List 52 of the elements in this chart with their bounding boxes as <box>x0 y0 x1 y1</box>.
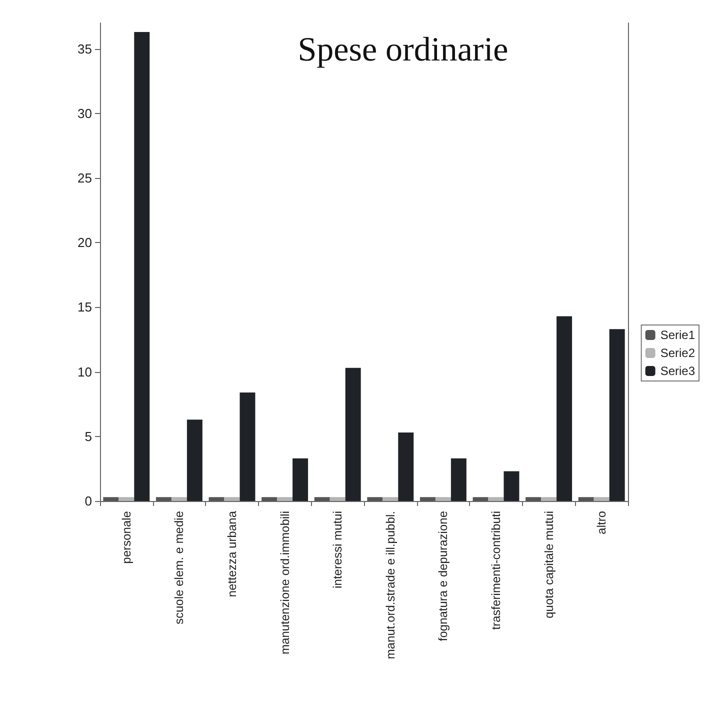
bar <box>367 497 383 501</box>
bar <box>277 497 293 501</box>
bar <box>262 497 278 501</box>
legend-label: Serie2 <box>660 346 696 360</box>
y-tick-label: 10 <box>78 364 92 380</box>
bar <box>526 497 542 501</box>
legend-label: Serie3 <box>660 364 696 378</box>
bar <box>609 329 625 501</box>
bar <box>488 497 504 501</box>
x-tick-label: quota capitale mutui <box>542 511 556 618</box>
bar <box>450 458 466 501</box>
bar <box>420 497 436 501</box>
bar <box>292 458 308 501</box>
bar <box>118 497 134 501</box>
chart-title: Spese ordinarie <box>298 32 508 68</box>
bar <box>224 497 240 501</box>
bar <box>398 432 414 501</box>
x-tick-label: scuole elem. e medie <box>172 510 186 624</box>
bar <box>171 497 187 501</box>
bar <box>435 497 451 501</box>
x-tick-label: trasferimenti-contributi <box>489 511 503 630</box>
bar <box>103 497 119 501</box>
x-tick-label: personale <box>119 510 134 564</box>
y-tick-label: 0 <box>84 494 92 508</box>
y-tick-label: 30 <box>78 106 92 121</box>
x-tick-label: nettezza urbana <box>225 510 239 598</box>
y-tick-label: 25 <box>78 170 92 186</box>
bar <box>594 497 610 501</box>
bar <box>208 497 224 501</box>
x-tick-label: manut.ord.strade e ill.pubbl. <box>383 511 398 660</box>
bar <box>472 497 488 501</box>
bar <box>134 32 150 501</box>
bar <box>578 497 594 501</box>
bar <box>156 497 172 501</box>
bar <box>382 497 398 501</box>
bar <box>240 392 256 501</box>
y-tick-label: 15 <box>78 300 92 315</box>
y-tick-label: 5 <box>84 428 92 444</box>
x-tick-label: interessi mutui <box>330 511 345 588</box>
bar <box>330 497 346 501</box>
y-tick-label: 35 <box>78 41 92 56</box>
x-tick-label: altro <box>594 510 609 534</box>
legend-label: Serie1 <box>660 328 696 342</box>
x-tick-label: fognatura e depurazione <box>436 510 450 642</box>
x-tick-label: manutenzione ord.immobili <box>278 511 292 654</box>
bar <box>504 471 520 501</box>
bar <box>556 316 572 501</box>
y-tick-label: 20 <box>78 235 92 250</box>
bar <box>541 497 557 501</box>
bar <box>314 497 330 501</box>
bar <box>345 368 361 501</box>
bar <box>186 420 202 501</box>
